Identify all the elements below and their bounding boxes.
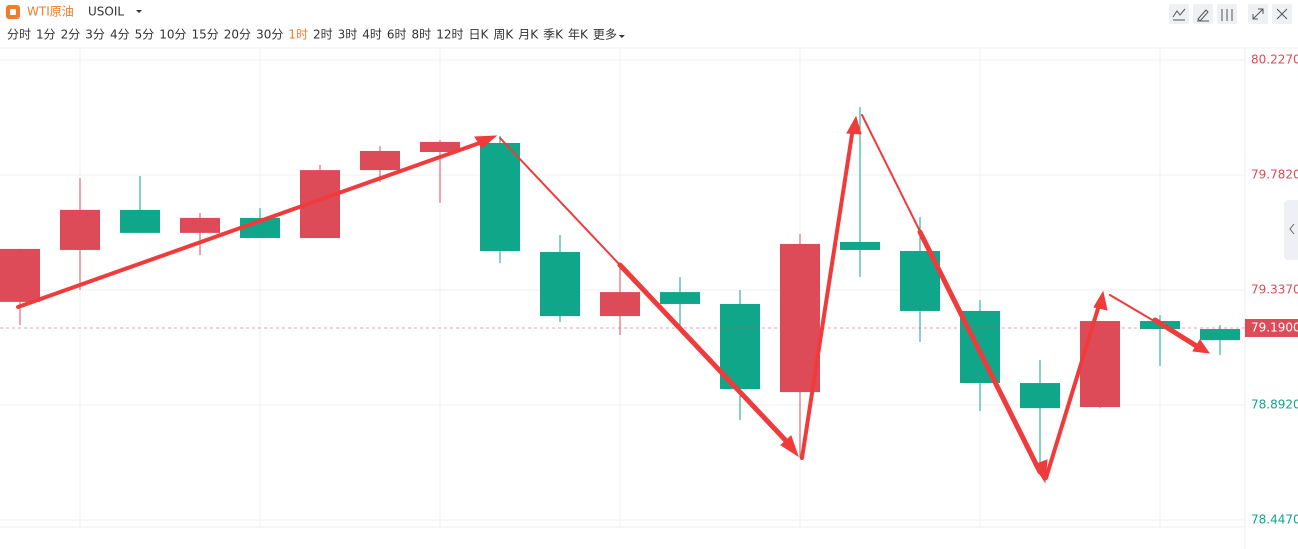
candle-body xyxy=(360,150,400,171)
interval-button[interactable]: 日K xyxy=(468,28,489,42)
interval-button[interactable]: 2分 xyxy=(61,28,81,42)
arrow xyxy=(617,262,793,448)
icon xyxy=(1221,9,1233,21)
interval-button[interactable]: 更多 xyxy=(593,28,617,42)
interval-button[interactable]: 年K xyxy=(568,28,589,42)
annotations xyxy=(16,114,1211,484)
interval-button[interactable]: 4分 xyxy=(110,28,130,42)
interval-button[interactable]: 周K xyxy=(493,28,514,42)
interval-button[interactable]: 3时 xyxy=(338,28,358,42)
arrow xyxy=(800,126,855,460)
interval-button[interactable]: 1分 xyxy=(36,28,56,42)
icon xyxy=(1276,8,1288,20)
interval-button[interactable]: 12时 xyxy=(436,28,463,42)
logo-inner xyxy=(10,9,16,15)
y-tick-label: 80.2270 xyxy=(1251,52,1298,66)
interval-bar: 分时 1分 2分 3分 4分 5分 10分 15分 20分 30分 1时 2时 3时 4时 6时 8时 12时日… xyxy=(7,28,625,42)
interval-button[interactable]: 1时 xyxy=(288,28,308,42)
interval-button[interactable]: 30分 xyxy=(256,28,283,42)
arrowhead xyxy=(846,115,862,135)
interval-button[interactable]: 6时 xyxy=(387,28,407,42)
candle-body xyxy=(60,209,100,250)
candle-body xyxy=(480,142,520,251)
candle-body xyxy=(1200,329,1240,341)
y-tick-label: 79.7820 xyxy=(1251,167,1298,181)
interval-button[interactable]: 5分 xyxy=(135,28,155,42)
caret[interactable] xyxy=(136,10,142,13)
y-tick-label: 79.3370 xyxy=(1251,283,1298,297)
interval-button[interactable]: 8时 xyxy=(412,28,432,42)
icon xyxy=(1172,8,1186,21)
arrow xyxy=(16,138,490,309)
candle-body xyxy=(0,248,40,302)
header: WTI原油 USOIL xyxy=(6,4,1292,24)
icon xyxy=(1252,8,1264,20)
toolbar-icons xyxy=(1169,4,1292,24)
candle-body xyxy=(540,252,580,317)
candle-body xyxy=(1020,383,1060,409)
arrowhead xyxy=(1033,459,1048,484)
candle-body xyxy=(420,141,460,152)
interval-button[interactable]: 2时 xyxy=(313,28,333,42)
symbol[interactable]: USOIL xyxy=(88,5,124,19)
arrow xyxy=(1152,317,1201,350)
interval-button[interactable]: 3分 xyxy=(85,28,105,42)
price-tag xyxy=(1245,318,1298,337)
arrowhead xyxy=(1093,290,1108,311)
y-tick-label: 78.4470 xyxy=(1251,513,1298,527)
interval-button[interactable]: 10分 xyxy=(159,28,186,42)
interval-button[interactable]: 4时 xyxy=(362,28,382,42)
y-tick-label: 78.8920 xyxy=(1251,398,1298,412)
interval-button[interactable]: 分时 xyxy=(7,28,31,42)
arrowhead xyxy=(780,435,799,458)
side-tab-icon xyxy=(1289,223,1295,235)
candle-body xyxy=(180,217,220,233)
candle-body xyxy=(600,292,640,317)
title: WTI原油 xyxy=(27,5,74,19)
icon xyxy=(1197,9,1209,22)
candle-body xyxy=(840,241,880,250)
arrow xyxy=(917,229,1043,475)
plot: 78.4470 78.8920 79.3370 79.7820 80.2270 79.19… xyxy=(0,52,1298,527)
interval-button[interactable]: 20分 xyxy=(224,28,251,42)
more-caret xyxy=(618,35,625,38)
candle-body xyxy=(780,244,820,393)
arrow xyxy=(1044,300,1102,480)
interval-button[interactable]: 季K xyxy=(543,28,564,42)
interval-button[interactable]: 15分 xyxy=(192,28,219,42)
candle-body xyxy=(120,209,160,233)
candle-body xyxy=(1080,321,1120,408)
price-label: 79.1900 xyxy=(1251,320,1298,334)
interval-button[interactable]: 月K xyxy=(518,28,539,42)
arrowhead xyxy=(1192,339,1211,354)
arrowhead xyxy=(474,135,498,149)
candle-body xyxy=(660,292,700,304)
